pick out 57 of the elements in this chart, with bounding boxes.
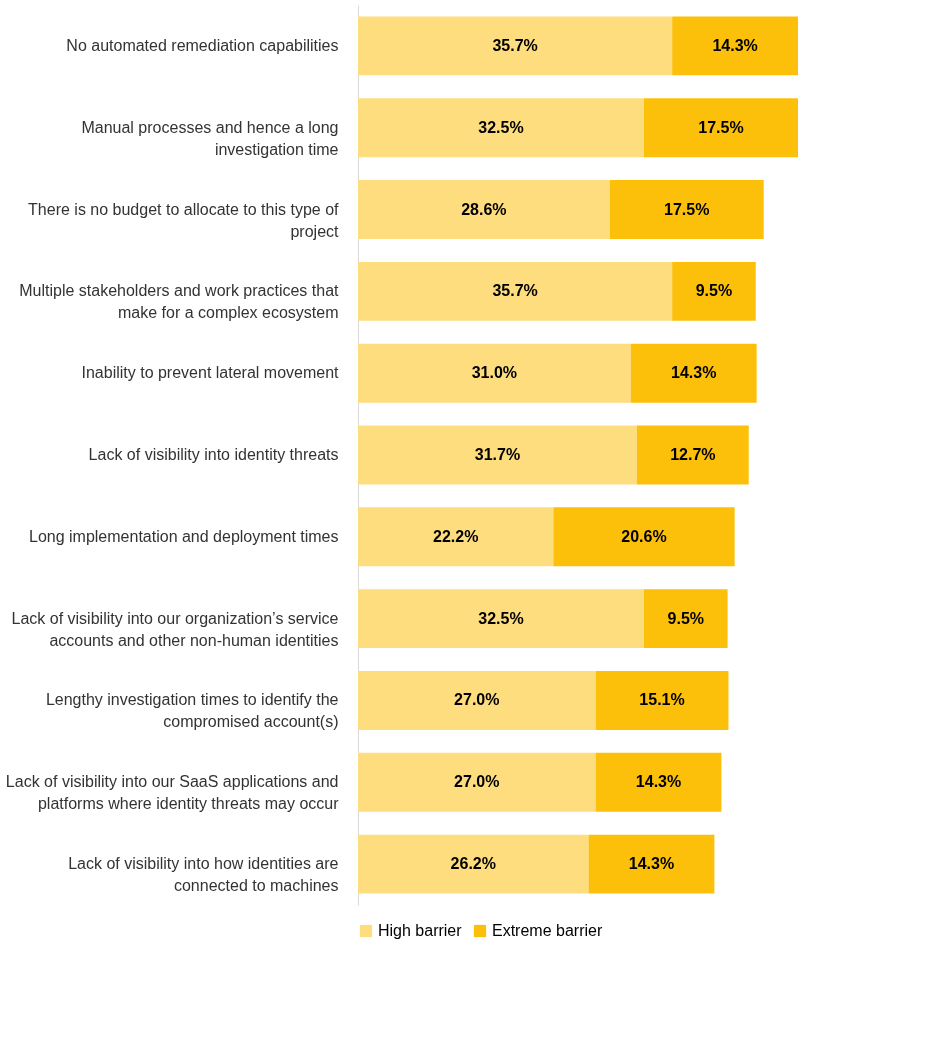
- bar: [358, 343, 631, 403]
- data-label: 14.3%: [635, 773, 682, 791]
- data-label: 28.6%: [461, 200, 507, 218]
- bar: [358, 16, 673, 76]
- y-tick-label: Lack of visibility into our SaaS applications and platforms where identity threats may occur: [5, 773, 340, 813]
- data-label: 31.0%: [471, 364, 518, 382]
- data-label: 35.7%: [492, 282, 538, 300]
- y-tick-label: Lack of visibility into our organization’s service accounts and other non-human identities: [11, 609, 339, 649]
- y-tick-label: There is no budget to allocate to this type of project: [28, 200, 340, 240]
- bar: [672, 261, 756, 321]
- bar: [358, 98, 644, 158]
- bar: [358, 507, 554, 567]
- bar: [644, 98, 798, 158]
- legend-label: High barrier: [378, 922, 463, 939]
- bar: [358, 261, 673, 321]
- legend-label: Extreme barrier: [492, 922, 603, 939]
- data-label: 20.6%: [621, 527, 667, 545]
- data-label: 22.2%: [432, 527, 479, 545]
- y-tick-label: Manual processes and hence a long investigation time: [81, 118, 339, 158]
- y-tick-label: Inability to prevent lateral movement: [81, 364, 340, 382]
- data-label: 17.5%: [663, 200, 710, 218]
- bar: [553, 507, 735, 567]
- data-label: 27.0%: [454, 773, 500, 791]
- bar: [358, 834, 589, 894]
- y-tick-label: Long implementation and deployment times: [28, 527, 339, 545]
- data-label: 15.1%: [639, 691, 685, 709]
- bar: [644, 589, 728, 649]
- y-tick-label: Lengthy investigation times to identify the compromised account(s): [45, 691, 339, 731]
- data-label: 14.3%: [628, 855, 675, 873]
- data-label: 27.0%: [454, 691, 500, 709]
- data-label: 35.7%: [492, 36, 538, 54]
- bar: [609, 180, 764, 239]
- data-label: 26.2%: [450, 855, 496, 873]
- bar: [595, 752, 722, 812]
- data-label: 9.5%: [667, 609, 705, 627]
- y-tick-label: Multiple stakeholders and work practices that make for a complex ecosystem: [19, 282, 340, 322]
- data-label: 32.5%: [478, 118, 524, 136]
- y-tick-label: Lack of visibility into how identities are connected to machines: [68, 855, 339, 895]
- bar: [358, 752, 596, 812]
- bar: [636, 425, 749, 485]
- data-label: 32.5%: [478, 609, 524, 627]
- bar: [588, 834, 715, 894]
- bar: [358, 671, 596, 730]
- bar: [358, 180, 610, 239]
- bar: [358, 589, 644, 649]
- data-label: 14.3%: [671, 364, 717, 382]
- bar: [672, 16, 798, 76]
- bar: [630, 343, 757, 403]
- data-label: 17.5%: [698, 118, 744, 136]
- data-label: 31.7%: [474, 446, 521, 463]
- data-label: 12.7%: [670, 446, 716, 463]
- y-tick-label: Lack of visibility into identity threats: [88, 446, 339, 463]
- data-label: 9.5%: [695, 282, 733, 300]
- data-label: 14.3%: [712, 36, 758, 54]
- bar: [358, 425, 637, 485]
- y-tick-label: No automated remediation capabilities: [66, 36, 339, 54]
- bar: [595, 671, 729, 730]
